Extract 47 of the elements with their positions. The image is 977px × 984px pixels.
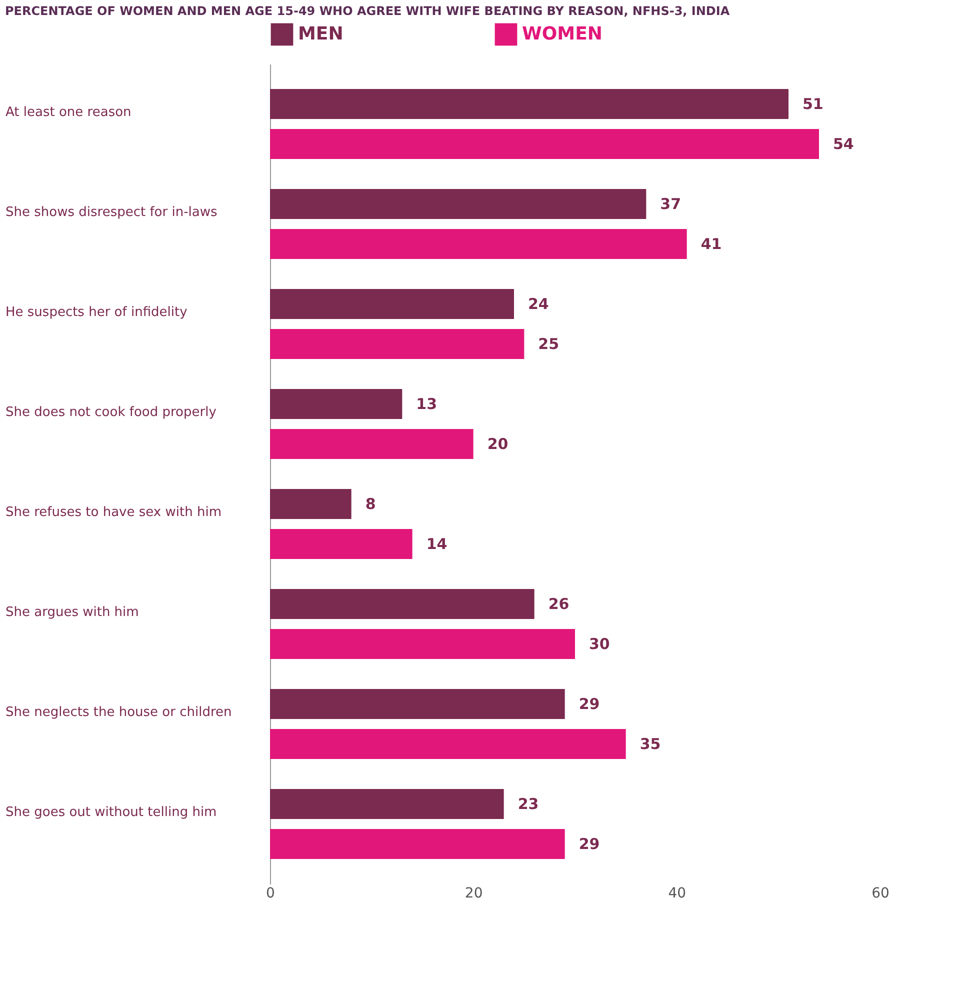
data-label: 23 <box>518 795 539 813</box>
bar <box>270 289 514 319</box>
data-label: 37 <box>660 195 682 213</box>
y-tick-label: He suspects her of infidelity <box>6 305 188 320</box>
bar <box>270 689 565 719</box>
bar <box>270 589 534 619</box>
y-tick-label: At least one reason <box>6 105 132 120</box>
bar <box>270 329 524 359</box>
y-tick-label: She refuses to have sex with him <box>6 505 222 520</box>
data-label: 29 <box>578 835 600 853</box>
data-label: 54 <box>833 135 854 153</box>
data-label: 20 <box>487 435 508 453</box>
y-tick-label: She does not cook food properly <box>6 405 217 420</box>
y-tick-label: She argues with him <box>6 605 139 620</box>
bar <box>270 229 687 259</box>
bar <box>270 89 788 119</box>
data-label: 29 <box>578 695 600 713</box>
data-label: 35 <box>640 735 661 753</box>
data-label: 14 <box>426 535 448 553</box>
y-tick-label: She neglects the house or children <box>6 705 232 720</box>
bar <box>270 629 575 659</box>
bar <box>270 389 402 419</box>
x-tick-label: 0 <box>266 886 275 902</box>
bar <box>270 729 626 759</box>
data-label: 25 <box>538 335 560 353</box>
y-tick-label: She shows disrespect for in-laws <box>6 205 218 220</box>
bar <box>270 489 352 519</box>
bar <box>270 429 474 459</box>
data-label: 51 <box>802 95 824 113</box>
legend-label: WOMEN <box>522 23 602 44</box>
chart-title: PERCENTAGE OF WOMEN AND MEN AGE 15-49 WHO AGREE WITH WIFE BEATING BY REASON, NFHS-3, INDIA <box>5 4 730 18</box>
data-label: 41 <box>700 235 722 253</box>
data-label: 24 <box>528 295 549 313</box>
bar <box>270 189 646 219</box>
bar <box>270 529 412 559</box>
data-label: 8 <box>365 495 376 513</box>
bar <box>270 129 819 159</box>
data-label: 26 <box>548 595 570 613</box>
data-label: 13 <box>416 395 438 413</box>
bar <box>270 789 504 819</box>
x-tick-label: 60 <box>872 886 890 902</box>
x-tick-label: 40 <box>668 886 686 902</box>
bar <box>270 829 565 859</box>
y-tick-label: She goes out without telling him <box>6 805 217 820</box>
x-tick-label: 20 <box>464 886 483 902</box>
legend-label: MEN <box>298 23 344 44</box>
data-label: 30 <box>589 635 610 653</box>
